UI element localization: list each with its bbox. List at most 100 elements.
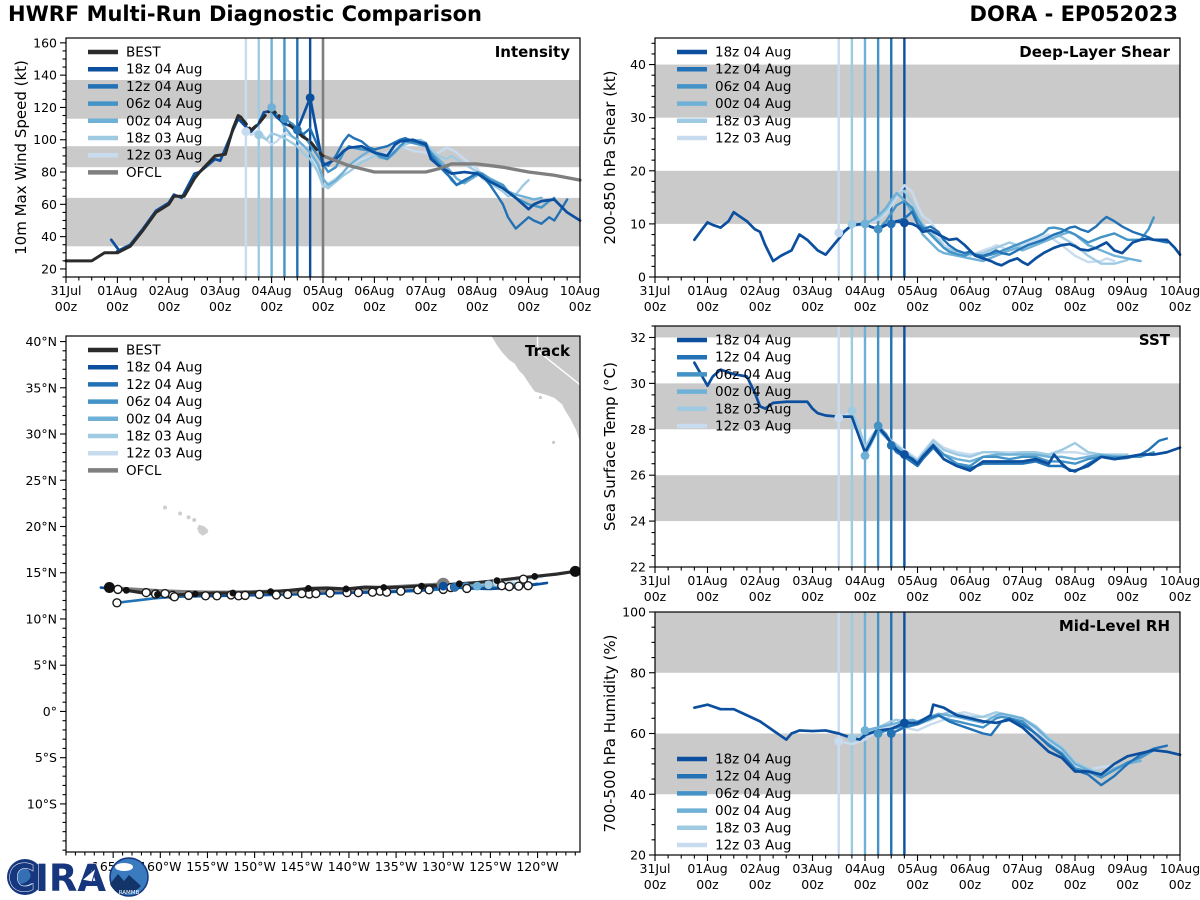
- svg-text:01Aug: 01Aug: [687, 283, 727, 298]
- svg-text:26: 26: [630, 468, 646, 483]
- svg-text:05Aug: 05Aug: [303, 283, 343, 298]
- svg-text:OFCL: OFCL: [126, 165, 162, 181]
- svg-text:00z: 00z: [801, 299, 824, 314]
- svg-text:09Aug: 09Aug: [1107, 573, 1147, 588]
- sst-panel: 31Jul00z01Aug00z02Aug00z03Aug00z04Aug00z…: [601, 325, 1200, 604]
- rh-panel: 31Jul00z01Aug00z02Aug00z03Aug00z04Aug00z…: [601, 605, 1200, 893]
- svg-text:0: 0: [638, 270, 646, 285]
- svg-text:Mid-Level RH: Mid-Level RH: [1059, 617, 1170, 635]
- svg-text:00z: 00z: [1011, 877, 1034, 892]
- svg-text:00z: 00z: [959, 877, 982, 892]
- svg-text:10Aug: 10Aug: [560, 283, 600, 298]
- svg-text:15°N: 15°N: [25, 565, 57, 580]
- svg-text:10Aug: 10Aug: [1160, 573, 1200, 588]
- svg-text:09Aug: 09Aug: [1107, 283, 1147, 298]
- svg-text:06Aug: 06Aug: [950, 573, 990, 588]
- svg-text:00z: 00z: [906, 589, 929, 604]
- svg-text:00z: 00z: [696, 877, 719, 892]
- svg-text:00z: 00z: [1116, 589, 1139, 604]
- svg-text:03Aug: 03Aug: [792, 283, 832, 298]
- svg-text:00z: 00z: [749, 589, 772, 604]
- svg-text:05Aug: 05Aug: [897, 573, 937, 588]
- svg-text:10m Max Wind Speed (kt): 10m Max Wind Speed (kt): [12, 60, 30, 255]
- svg-text:00z: 00z: [854, 589, 877, 604]
- svg-text:40: 40: [630, 787, 646, 802]
- svg-text:30: 30: [630, 376, 646, 391]
- svg-text:03Aug: 03Aug: [200, 283, 240, 298]
- svg-text:18z 03 Aug: 18z 03 Aug: [715, 113, 791, 129]
- svg-text:00z: 00z: [906, 877, 929, 892]
- svg-text:00z: 00z: [906, 299, 929, 314]
- mountain-icon: [110, 874, 141, 894]
- svg-text:00z: 00z: [749, 877, 772, 892]
- svg-text:120°W: 120°W: [516, 859, 558, 874]
- svg-text:00z: 00z: [569, 299, 592, 314]
- svg-text:32: 32: [630, 330, 646, 345]
- svg-text:100: 100: [622, 605, 646, 620]
- svg-text:12z 03 Aug: 12z 03 Aug: [715, 419, 791, 435]
- svg-text:18z 04 Aug: 18z 04 Aug: [126, 62, 202, 78]
- svg-text:10°N: 10°N: [25, 611, 57, 626]
- svg-text:00z: 00z: [854, 299, 877, 314]
- svg-text:40: 40: [630, 57, 646, 72]
- page-title: HWRF Multi-Run Diagnostic Comparison: [8, 2, 483, 26]
- svg-text:60: 60: [630, 726, 646, 741]
- svg-text:08Aug: 08Aug: [1055, 573, 1095, 588]
- svg-text:00z: 00z: [1169, 877, 1192, 892]
- svg-text:00z: 00z: [1064, 299, 1087, 314]
- svg-text:145°W: 145°W: [281, 859, 323, 874]
- svg-text:04Aug: 04Aug: [251, 283, 291, 298]
- svg-text:04Aug: 04Aug: [845, 861, 885, 876]
- svg-text:20°N: 20°N: [25, 519, 57, 534]
- svg-text:00z: 00z: [854, 877, 877, 892]
- svg-text:20: 20: [630, 848, 646, 863]
- svg-text:140°W: 140°W: [328, 859, 370, 874]
- svg-text:18z 04 Aug: 18z 04 Aug: [715, 752, 791, 768]
- svg-text:160: 160: [33, 35, 57, 50]
- svg-text:BEST: BEST: [126, 343, 161, 359]
- svg-text:20: 20: [41, 261, 57, 276]
- rammb-text: RAMMB: [119, 890, 140, 896]
- svg-text:200-850 hPa Shear (kt): 200-850 hPa Shear (kt): [601, 71, 619, 245]
- svg-text:12z 03 Aug: 12z 03 Aug: [126, 148, 202, 164]
- svg-text:05Aug: 05Aug: [897, 861, 937, 876]
- svg-text:00z: 00z: [1011, 589, 1034, 604]
- svg-text:12z 03 Aug: 12z 03 Aug: [715, 131, 791, 147]
- svg-text:06Aug: 06Aug: [950, 283, 990, 298]
- svg-text:24: 24: [630, 514, 646, 529]
- svg-text:31Jul: 31Jul: [640, 283, 671, 298]
- svg-text:00z: 00z: [644, 589, 667, 604]
- svg-text:BEST: BEST: [126, 45, 161, 61]
- svg-text:SST: SST: [1139, 331, 1171, 349]
- svg-text:22: 22: [630, 560, 646, 575]
- svg-text:18z 03 Aug: 18z 03 Aug: [715, 820, 791, 836]
- svg-text:700-500 hPa Humidity (%): 700-500 hPa Humidity (%): [601, 634, 619, 832]
- svg-text:40: 40: [41, 229, 57, 244]
- svg-text:00z: 00z: [363, 299, 386, 314]
- svg-text:10°S: 10°S: [27, 796, 57, 811]
- svg-text:135°W: 135°W: [375, 859, 417, 874]
- svg-text:150°W: 150°W: [233, 859, 275, 874]
- svg-text:10Aug: 10Aug: [1160, 283, 1200, 298]
- svg-text:07Aug: 07Aug: [1002, 573, 1042, 588]
- globe-swirl: [17, 883, 33, 888]
- svg-text:125°W: 125°W: [469, 859, 511, 874]
- svg-text:00z: 00z: [1116, 299, 1139, 314]
- shear-panel: 31Jul00z01Aug00z02Aug00z03Aug00z04Aug00z…: [601, 37, 1200, 314]
- svg-text:10: 10: [630, 216, 646, 231]
- svg-text:Intensity: Intensity: [495, 43, 571, 61]
- svg-text:40°N: 40°N: [25, 334, 57, 349]
- svg-text:35°N: 35°N: [25, 380, 57, 395]
- svg-text:00z: 00z: [696, 589, 719, 604]
- svg-text:06Aug: 06Aug: [354, 283, 394, 298]
- logo-block: CIRA RAMMB: [7, 857, 149, 900]
- svg-text:00z: 00z: [1011, 299, 1034, 314]
- svg-text:00z: 00z: [260, 299, 283, 314]
- rammb-logo: RAMMB: [109, 857, 149, 897]
- svg-text:00z: 00z: [644, 299, 667, 314]
- svg-text:06z 04 Aug: 06z 04 Aug: [715, 786, 791, 802]
- svg-text:160°W: 160°W: [139, 859, 181, 874]
- svg-text:07Aug: 07Aug: [1002, 283, 1042, 298]
